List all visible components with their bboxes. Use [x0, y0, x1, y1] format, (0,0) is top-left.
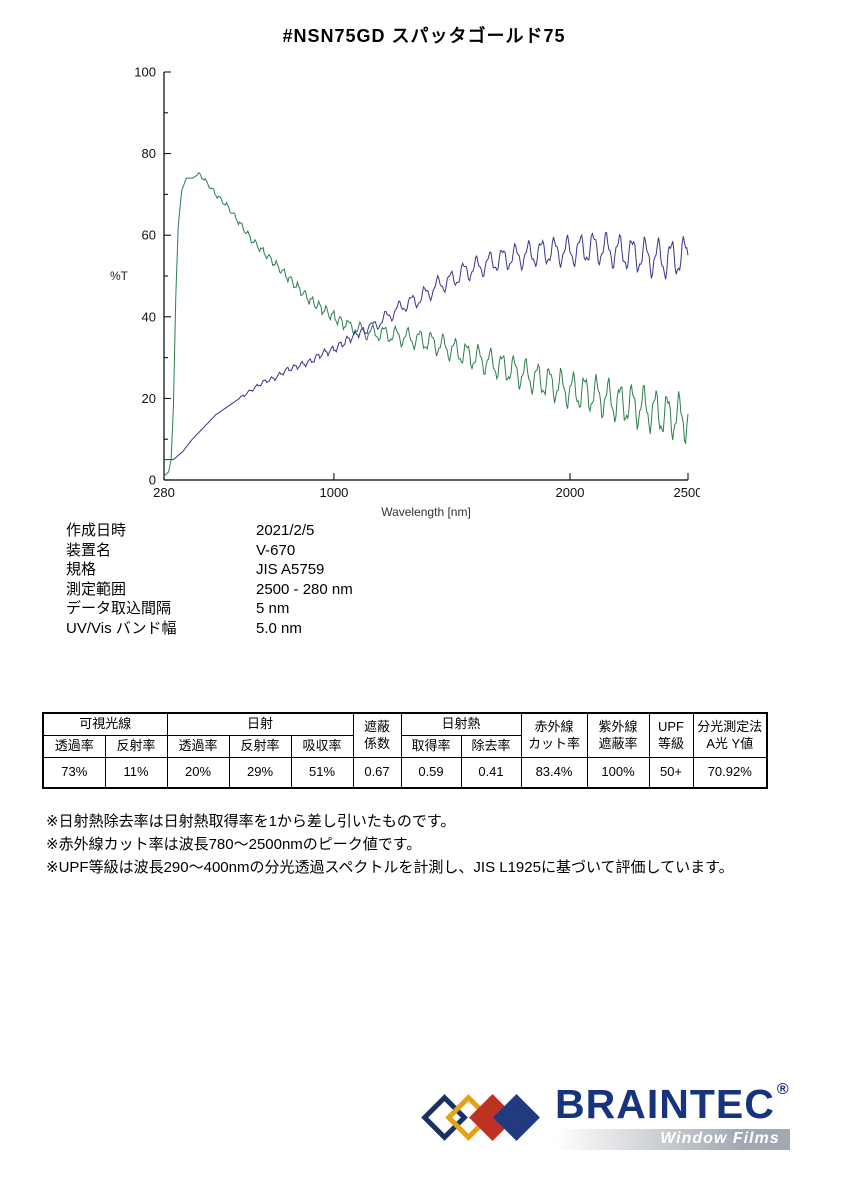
brand-name: BRAINTEC ®: [555, 1081, 790, 1127]
meta-label: 測定範囲: [66, 580, 127, 598]
sub-header-solar-reflectance: 反射率: [228, 735, 292, 758]
sub-header-solar-absorptance: 吸収率: [290, 735, 354, 758]
brand-tagline: Window Films: [660, 1130, 780, 1147]
svg-text:280: 280: [153, 485, 175, 500]
svg-text:20: 20: [142, 391, 156, 406]
meta-row-bandwidth: UV/Vis バンド幅 5.0 nm: [66, 619, 353, 639]
header-line-1: 赤外線: [534, 719, 574, 735]
meta-label: 装置名: [66, 541, 112, 559]
svg-text:40: 40: [142, 309, 156, 324]
meta-value: JIS A5759: [256, 561, 325, 578]
sub-header-heat-rejection: 除去率: [460, 735, 522, 758]
meta-row-range: 測定範囲 2500 - 280 nm: [66, 580, 353, 600]
meta-row-instrument: 装置名 V-670: [66, 541, 353, 561]
meta-value: 5.0 nm: [256, 619, 302, 637]
tagline-band: Window Films: [555, 1129, 790, 1150]
svg-text:Wavelength [nm]: Wavelength [nm]: [381, 505, 471, 519]
svg-text:80: 80: [142, 146, 156, 161]
header-line-2: カット率: [527, 735, 580, 751]
header-line-1: 分光測定法: [697, 719, 763, 735]
value-vis-reflectance: 11%: [104, 757, 168, 789]
value-solar-transmittance: 20%: [166, 757, 230, 789]
sub-header-vis-transmittance: 透過率: [42, 735, 106, 758]
meta-value: 2500 - 280 nm: [256, 580, 353, 598]
value-upf: 50+: [648, 757, 694, 789]
svg-text:100: 100: [134, 65, 156, 80]
value-solar-absorptance: 51%: [290, 757, 354, 789]
header-line-2: 等級: [657, 735, 684, 751]
group-header-visible-light: 可視光線: [42, 712, 168, 736]
sub-header-heat-gain: 取得率: [400, 735, 462, 758]
optical-properties-table: 可視光線 日射 遮蔽 係数 日射熱 赤外線 カット率 紫外線 遮蔽率 UPF 等級 分光…: [42, 712, 768, 789]
value-y-value: 70.92%: [692, 757, 768, 789]
table-values-row: 73% 11% 20% 29% 51% 0.67 0.59 0.41 83.4%…: [42, 757, 768, 789]
braintec-logo: BRAINTEC ® Window Films: [420, 1081, 790, 1150]
header-line-1: UPF: [658, 719, 684, 735]
meta-value: 2021/2/5: [256, 522, 315, 539]
meta-value: 5 nm: [256, 600, 290, 617]
value-solar-reflectance: 29%: [228, 757, 292, 789]
meta-label: 規格: [66, 561, 97, 578]
svg-text:2500: 2500: [674, 485, 700, 500]
footnotes: ※日射熱除去率は日射熱取得率を1から差し引いたものです。 ※赤外線カット率は波長…: [46, 810, 734, 879]
group-header-spectrophotometry: 分光測定法 A光 Y値: [692, 712, 768, 758]
table-sub-header-row: 透過率 反射率 透過率 反射率 吸収率 取得率 除去率: [42, 735, 767, 758]
value-heat-gain: 0.59: [400, 757, 462, 789]
meta-label: 作成日時: [66, 522, 127, 539]
group-header-solar-heat: 日射熱: [400, 712, 522, 736]
header-line-2: 遮蔽率: [598, 735, 638, 751]
value-uv-shield: 100%: [586, 757, 650, 789]
group-header-ir-cut: 赤外線 カット率: [520, 712, 588, 758]
header-line-2: 係数: [363, 735, 390, 751]
meta-label: UV/Vis バンド幅: [66, 619, 177, 637]
svg-text:0: 0: [149, 473, 156, 488]
group-header-solar: 日射: [166, 712, 354, 736]
value-ir-cut: 83.4%: [520, 757, 588, 789]
group-header-upf: UPF 等級: [648, 712, 694, 758]
spectral-chart: 0 20 40 60 80 100 280 1000 2000 2500 %T Wavelength …: [110, 65, 700, 520]
brand-wordmark: BRAINTEC: [555, 1081, 775, 1127]
reflectance-spectrum-line: [164, 231, 689, 461]
header-line-1: 遮蔽: [363, 719, 390, 735]
value-shading-coefficient: 0.67: [352, 757, 402, 789]
transmittance-spectrum-line: [163, 172, 689, 477]
svg-text:2000: 2000: [556, 485, 585, 500]
logo-diamonds: [420, 1093, 540, 1141]
group-header-uv-shield: 紫外線 遮蔽率: [586, 712, 650, 758]
header-line-2: A光 Y値: [706, 735, 754, 751]
meta-row-standard: 規格 JIS A5759: [66, 560, 353, 580]
registered-trademark-icon: ®: [776, 1081, 790, 1098]
footnote-heat-rejection: ※日射熱除去率は日射熱取得率を1から差し引いたものです。: [46, 813, 456, 830]
sub-header-solar-transmittance: 透過率: [166, 735, 230, 758]
navy-solid-diamond-icon: [493, 1093, 540, 1141]
footnote-upf: ※UPF等級は波長290〜400nmの分光透過スペクトルを計測し、JIS L19…: [46, 859, 734, 876]
svg-text:1000: 1000: [319, 485, 348, 500]
meta-row-created: 作成日時 2021/2/5: [66, 521, 353, 541]
page-title: #NSN75GD スパッタゴールド75: [282, 26, 566, 46]
svg-text:%T: %T: [110, 269, 129, 283]
measurement-metadata: 作成日時 2021/2/5 装置名 V-670 規格 JIS A5759 測定範…: [66, 521, 353, 638]
sub-header-vis-reflectance: 反射率: [104, 735, 168, 758]
value-vis-transmittance: 73%: [42, 757, 106, 789]
spectral-chart-area: 0 20 40 60 80 100 280 1000 2000 2500 %T Wavelength …: [100, 62, 700, 527]
footnote-ir-cut: ※赤外線カット率は波長780〜2500nmのピーク値です。: [46, 836, 422, 853]
table-group-header-row: 可視光線 日射 遮蔽 係数 日射熱 赤外線 カット率 紫外線 遮蔽率 UPF 等級 分光…: [42, 712, 768, 758]
value-heat-rejection: 0.41: [460, 757, 522, 789]
meta-row-interval: データ取込間隔 5 nm: [66, 599, 353, 619]
meta-value: V-670: [256, 541, 296, 559]
group-header-shading-coefficient: 遮蔽 係数: [352, 712, 402, 758]
logo-text: BRAINTEC ® Window Films: [555, 1081, 790, 1150]
svg-text:60: 60: [142, 228, 156, 243]
header-line-1: 紫外線: [598, 719, 638, 735]
meta-label: データ取込間隔: [66, 600, 172, 617]
